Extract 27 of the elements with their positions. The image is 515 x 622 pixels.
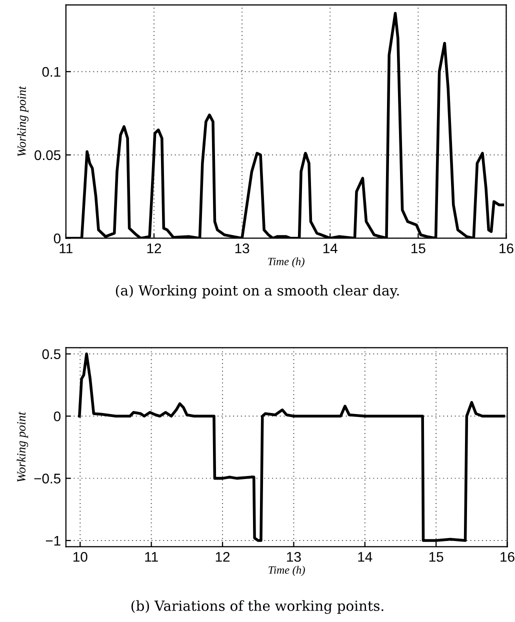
- y-axis-title: Working point: [17, 86, 28, 156]
- line-series: [78, 352, 506, 542]
- x-tick-label: 13: [287, 552, 301, 562]
- x-tick-label: 13: [235, 243, 250, 254]
- y-tick-label: 0.1: [42, 66, 60, 77]
- x-tick-label: 15: [429, 552, 444, 562]
- x-tick-label: 14: [358, 552, 372, 562]
- x-tick-label: 16: [500, 552, 514, 562]
- y-tick-label: 0.5: [42, 349, 60, 360]
- x-tick-label: 10: [73, 552, 88, 562]
- y-tick-label: −0.5: [34, 474, 60, 484]
- y-tick-label: 0.05: [34, 150, 60, 160]
- x-tick-label: 14: [323, 244, 338, 254]
- y-tick-label: −1: [46, 536, 60, 546]
- x-tick-label: 12: [216, 552, 230, 562]
- y-tick-label: 0: [54, 411, 61, 422]
- x-tick-label: 11: [60, 244, 72, 254]
- x-tick-label: 16: [500, 243, 514, 254]
- y-tick-label: 0: [54, 234, 61, 244]
- text: (b) Variations of the working points.: [131, 600, 384, 614]
- x-tick-label: 15: [412, 244, 426, 254]
- x-tick-label: 11: [145, 552, 158, 562]
- x-tick-label: 12: [147, 243, 162, 254]
- y-axis-title: Working point: [16, 412, 28, 482]
- x-axis-title: Time (h): [268, 566, 305, 576]
- x-axis-title: Time (h): [268, 257, 304, 268]
- text: (a) Working point on a smooth clear day.: [116, 284, 399, 299]
